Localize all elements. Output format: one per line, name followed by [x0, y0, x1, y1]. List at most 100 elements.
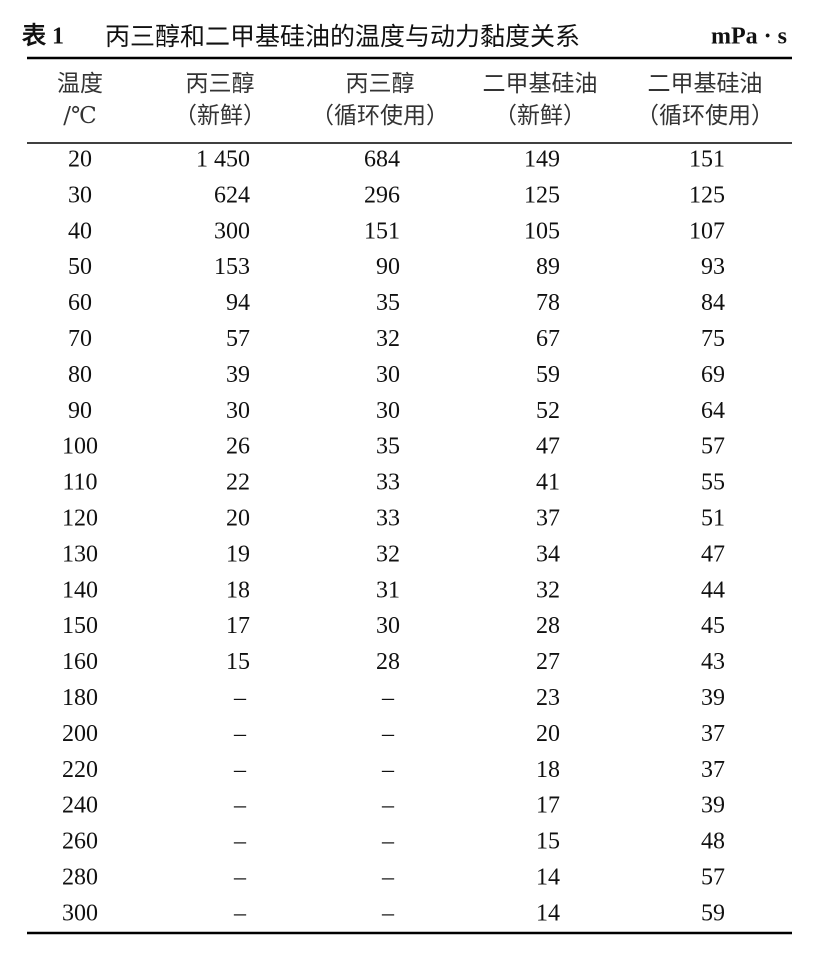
viscosity-cell: 84 [701, 290, 725, 316]
column-header: 二甲基硅油 [648, 71, 763, 97]
viscosity-cell: 624 [214, 182, 250, 208]
viscosity-cell: 33 [376, 470, 400, 496]
empty-cell: – [381, 900, 395, 926]
temperature-cell: 180 [62, 685, 98, 711]
temperature-cell: 50 [68, 254, 92, 280]
temperature-cell: 160 [62, 649, 98, 675]
viscosity-cell: 34 [536, 541, 560, 567]
viscosity-cell: 30 [376, 613, 400, 639]
viscosity-cell: 39 [701, 685, 725, 711]
viscosity-cell: 32 [376, 326, 400, 352]
column-header: （循环使用） [636, 103, 774, 129]
temperature-cell: 130 [62, 541, 98, 567]
viscosity-cell: 89 [536, 254, 560, 280]
viscosity-cell: 17 [226, 613, 250, 639]
viscosity-cell: 35 [376, 290, 400, 316]
viscosity-cell: 75 [701, 326, 725, 352]
temperature-cell: 40 [68, 218, 92, 244]
viscosity-cell: 28 [536, 613, 560, 639]
viscosity-cell: 67 [536, 326, 560, 352]
table-unit: mPa · s [711, 24, 787, 50]
temperature-cell: 150 [62, 613, 98, 639]
viscosity-cell: 17 [536, 793, 560, 819]
viscosity-cell: 57 [701, 434, 725, 460]
column-header: 丙三醇 [346, 71, 415, 97]
column-header: 二甲基硅油 [483, 71, 598, 97]
viscosity-cell: 69 [701, 362, 725, 388]
temperature-cell: 120 [62, 506, 98, 532]
empty-cell: – [233, 865, 247, 891]
empty-cell: – [233, 757, 247, 783]
viscosity-cell: 51 [701, 506, 725, 532]
viscosity-cell: 28 [376, 649, 400, 675]
temperature-cell: 70 [68, 326, 92, 352]
viscosity-cell: 1 450 [196, 147, 250, 173]
empty-cell: – [381, 793, 395, 819]
viscosity-cell: 59 [701, 900, 725, 926]
viscosity-cell: 20 [226, 506, 250, 532]
empty-cell: – [381, 685, 395, 711]
viscosity-cell: 47 [701, 541, 725, 567]
column-header: /℃ [63, 103, 96, 129]
viscosity-cell: 14 [536, 865, 560, 891]
temperature-cell: 100 [62, 434, 98, 460]
empty-cell: – [233, 685, 247, 711]
viscosity-cell: 37 [701, 757, 725, 783]
viscosity-cell: 26 [226, 434, 250, 460]
empty-cell: – [233, 721, 247, 747]
empty-cell: – [381, 829, 395, 855]
temperature-cell: 220 [62, 757, 98, 783]
viscosity-cell: 35 [376, 434, 400, 460]
viscosity-cell: 14 [536, 900, 560, 926]
viscosity-cell: 55 [701, 470, 725, 496]
viscosity-cell: 22 [226, 470, 250, 496]
viscosity-cell: 43 [701, 649, 725, 675]
viscosity-cell: 107 [689, 218, 725, 244]
temperature-cell: 80 [68, 362, 92, 388]
viscosity-cell: 153 [214, 254, 250, 280]
viscosity-cell: 41 [536, 470, 560, 496]
temperature-cell: 110 [62, 470, 97, 496]
temperature-cell: 60 [68, 290, 92, 316]
viscosity-cell: 64 [701, 398, 725, 424]
temperature-cell: 200 [62, 721, 98, 747]
temperature-cell: 280 [62, 865, 98, 891]
table-number: 表 1 [22, 23, 64, 50]
viscosity-cell: 125 [689, 182, 725, 208]
viscosity-cell: 30 [376, 398, 400, 424]
empty-cell: – [233, 829, 247, 855]
viscosity-cell: 684 [364, 147, 400, 173]
viscosity-cell: 31 [376, 577, 400, 603]
viscosity-cell: 32 [536, 577, 560, 603]
temperature-cell: 30 [68, 182, 92, 208]
viscosity-cell: 78 [536, 290, 560, 316]
viscosity-cell: 23 [536, 685, 560, 711]
viscosity-cell: 125 [524, 182, 560, 208]
viscosity-cell: 44 [701, 577, 725, 603]
viscosity-cell: 47 [536, 434, 560, 460]
viscosity-cell: 20 [536, 721, 560, 747]
viscosity-cell: 90 [376, 254, 400, 280]
viscosity-cell: 149 [524, 147, 560, 173]
viscosity-cell: 15 [536, 829, 560, 855]
viscosity-cell: 18 [536, 757, 560, 783]
viscosity-cell: 32 [376, 541, 400, 567]
table-title: 丙三醇和二甲基硅油的温度与动力黏度关系 [105, 22, 580, 51]
viscosity-cell: 18 [226, 577, 250, 603]
viscosity-cell: 57 [701, 865, 725, 891]
viscosity-cell: 48 [701, 829, 725, 855]
viscosity-cell: 52 [536, 398, 560, 424]
viscosity-cell: 30 [376, 362, 400, 388]
empty-cell: – [381, 721, 395, 747]
viscosity-cell: 39 [226, 362, 250, 388]
empty-cell: – [381, 757, 395, 783]
viscosity-cell: 30 [226, 398, 250, 424]
column-header: 丙三醇 [186, 71, 255, 97]
viscosity-cell: 151 [364, 218, 400, 244]
viscosity-cell: 300 [214, 218, 250, 244]
viscosity-cell: 19 [226, 541, 250, 567]
temperature-cell: 260 [62, 829, 98, 855]
column-header: （新鲜） [174, 103, 266, 129]
column-header: （循环使用） [311, 103, 449, 129]
